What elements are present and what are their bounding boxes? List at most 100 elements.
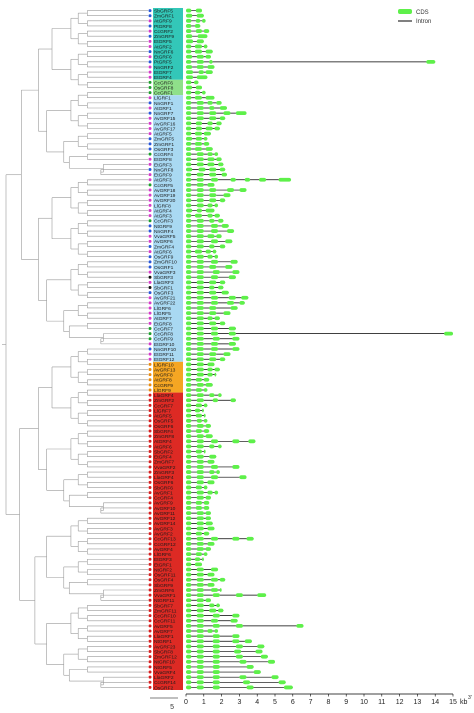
cds-block <box>186 54 193 59</box>
gene-structure-row <box>186 285 224 290</box>
cds-block <box>196 295 204 300</box>
gene-label: EtGRF8 <box>154 157 172 163</box>
cds-block <box>205 208 215 213</box>
cds-block <box>205 249 211 254</box>
gene-label: AvGRF13 <box>154 367 176 373</box>
cds-block <box>194 95 203 100</box>
cds-block <box>198 70 204 74</box>
gene-structure-row <box>186 326 236 331</box>
cds-block <box>196 65 204 69</box>
cds-block <box>186 459 192 464</box>
gene-structure-row <box>186 295 249 300</box>
cds-block <box>257 593 267 598</box>
cds-block <box>210 588 219 592</box>
cds-block <box>186 147 192 151</box>
gene-label: AtGRF4 <box>154 439 172 445</box>
cds-block <box>186 59 192 64</box>
gene-label: AtGRF2 <box>154 44 172 50</box>
species-marker <box>148 403 152 407</box>
gene-label: NnGRF1 <box>154 101 174 107</box>
cds-block <box>186 618 192 623</box>
gene-label: CcGRF14 <box>154 680 176 686</box>
cds-block <box>186 177 192 182</box>
cds-block <box>186 439 192 444</box>
cds-block <box>244 177 251 182</box>
gene-label: ZmGRF11 <box>154 608 177 614</box>
cds-block <box>186 249 192 254</box>
cds-block <box>196 649 204 654</box>
cds-block <box>223 111 231 116</box>
gene-label: CcGRF1 <box>154 91 173 97</box>
cds-block <box>219 588 222 592</box>
gene-structure-row <box>186 465 240 469</box>
gene-structure-row <box>186 562 203 567</box>
cds-block <box>196 644 204 649</box>
gene-structure-row <box>186 434 213 439</box>
cds-block <box>186 403 192 408</box>
cds-block <box>203 141 210 146</box>
cds-block <box>207 121 213 126</box>
species-marker <box>148 465 152 469</box>
gene-structure-row <box>186 85 203 90</box>
cds-block <box>210 224 219 228</box>
cds-block <box>186 193 192 198</box>
cds-block <box>195 403 203 408</box>
cds-block <box>186 465 192 469</box>
species-marker <box>148 127 152 131</box>
cds-block <box>216 234 222 239</box>
cds-block <box>228 331 236 336</box>
gene-structure-row <box>186 475 247 480</box>
cds-block <box>209 244 215 249</box>
species-marker <box>148 152 152 156</box>
gene-structure-row <box>186 357 226 362</box>
cds-block <box>216 603 220 608</box>
cds-block <box>209 454 217 459</box>
species-marker <box>148 475 152 479</box>
gene-structure-row <box>186 147 213 151</box>
cds-block <box>195 388 203 392</box>
cds-block <box>186 141 192 146</box>
gene-label: LlGRF1 <box>154 96 171 102</box>
cds-block <box>186 70 194 74</box>
cds-block <box>212 644 220 649</box>
cds-block <box>196 193 204 198</box>
cds-block <box>196 541 204 546</box>
gene-label: ZmGRF5 <box>154 137 174 143</box>
cds-block <box>214 372 217 377</box>
gene-structure-row <box>186 254 219 259</box>
cds-block <box>196 172 204 177</box>
cds-block <box>186 162 192 167</box>
cds-block <box>235 593 243 598</box>
gene-structure-row <box>186 665 254 669</box>
gene-label: CcGRF13 <box>154 537 176 543</box>
cds-block <box>186 100 192 105</box>
clade-band-lightblue <box>153 95 183 362</box>
cds-block <box>196 198 204 203</box>
gene-structure-row <box>186 121 222 126</box>
cds-block <box>203 506 210 510</box>
gene-structure-row <box>186 29 210 33</box>
cds-block <box>278 177 292 182</box>
gene-label: OsGRF1 <box>154 265 174 271</box>
cds-block <box>196 116 204 121</box>
species-marker <box>148 14 152 18</box>
cds-block <box>226 300 235 305</box>
cds-block <box>196 162 204 167</box>
axis-tick-label: 1 <box>202 699 206 706</box>
cds-block <box>186 470 192 474</box>
clade-band-green <box>153 79 183 96</box>
cds-block <box>205 598 211 603</box>
cds-block <box>186 290 192 295</box>
axis-tick-label: 9 <box>344 699 348 706</box>
species-marker <box>148 19 152 23</box>
cds-block <box>194 49 203 54</box>
species-marker <box>148 234 152 238</box>
species-marker <box>148 583 152 587</box>
cds-block <box>195 500 203 505</box>
species-marker <box>148 398 152 402</box>
cds-block <box>194 24 201 28</box>
gene-label: LlaGRF4 <box>154 393 174 399</box>
gene-label: CcGRF7 <box>154 326 173 332</box>
gene-label: AvGRF11 <box>154 511 175 517</box>
